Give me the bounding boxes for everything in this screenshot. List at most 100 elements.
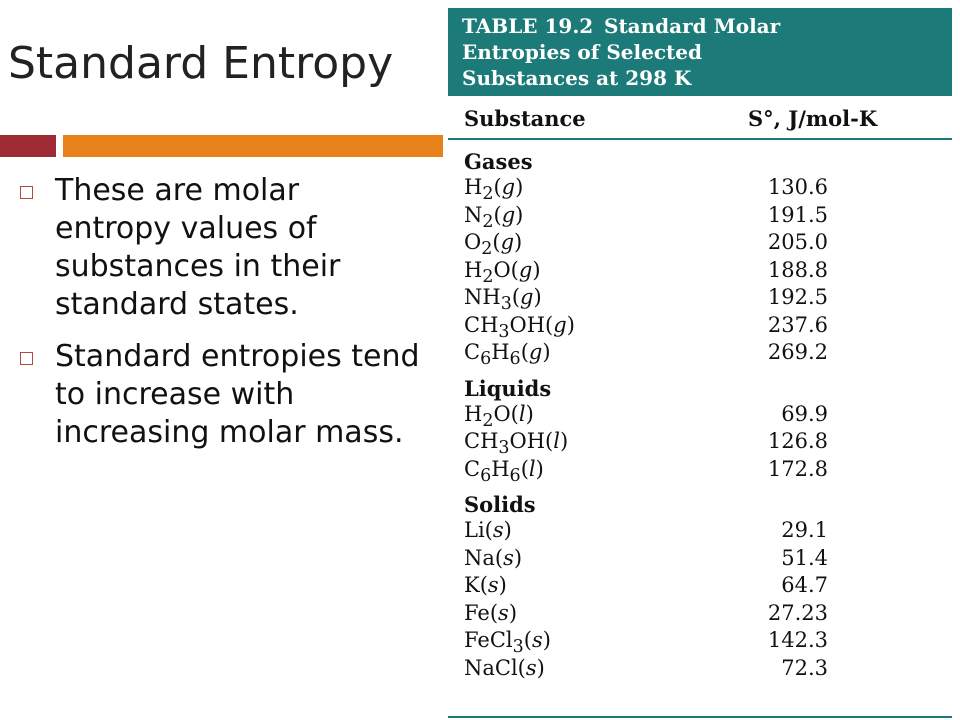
table-title-line-2: Entropies of Selected <box>462 40 702 64</box>
formula-part: ) <box>536 655 545 680</box>
formula-part: C <box>464 456 481 481</box>
entropy-value: 69.9 <box>781 401 828 426</box>
formula-part: ( <box>523 628 532 652</box>
formula-part: 2 <box>482 211 494 232</box>
entropy-value: 142.3 <box>767 628 828 652</box>
bullet-text: These are molar entropy values of substa… <box>55 173 341 322</box>
bullet-item: Standard entropies tend to increase with… <box>0 338 420 452</box>
table-row: FeCl3(s) 142.3 <box>448 627 952 657</box>
substance-formula: O2(g) <box>464 229 522 263</box>
formula-part: C <box>464 340 481 364</box>
formula-part: ) <box>514 230 523 254</box>
formula-part: OH( <box>509 429 554 453</box>
table-row: C6H6(g) 269.2 <box>448 339 952 369</box>
formula-part: FeCl <box>464 628 513 652</box>
formula-part: ) <box>515 175 524 199</box>
substance-formula: H2(g) <box>464 174 523 208</box>
substance-formula: NH3(g) <box>464 284 542 318</box>
formula-part: 2 <box>482 410 494 431</box>
formula-part: OH( <box>509 312 554 337</box>
table-row: C6H6(l) 172.8 <box>448 456 952 486</box>
table-row: NaCl(s) 72.3 <box>448 655 952 683</box>
formula-part: ) <box>498 573 507 597</box>
formula-part: H <box>491 340 510 364</box>
formula-part: NH <box>464 285 501 309</box>
entropy-value: 64.7 <box>781 573 828 597</box>
table-bottom-rule <box>448 716 952 718</box>
formula-part: ) <box>525 401 534 426</box>
formula-part: (l) <box>520 456 544 481</box>
table-section-liquids: Liquids H2O(l) 69.9 CH3OH(l) 126.8 C6H6(l) 172… <box>448 376 952 486</box>
table-row: Fe(s) 27.23 <box>448 600 952 628</box>
substance-formula: H2O(g) <box>464 257 541 291</box>
formula-part: H <box>464 401 483 426</box>
substance-formula: C6H6(g) <box>464 339 551 373</box>
entropy-value: 29.1 <box>781 518 828 542</box>
formula-part: ) <box>532 257 541 282</box>
formula-part: Li( <box>464 518 493 542</box>
formula-part: (g) <box>520 340 551 364</box>
table-title-line-3: Substances at 298 K <box>462 66 692 90</box>
formula-part: 3 <box>512 637 524 658</box>
table-row: H2O(g) 188.8 <box>448 257 952 287</box>
formula-part: ) <box>559 429 569 453</box>
formula-part: ) <box>533 285 542 309</box>
formula-part: ) <box>515 202 524 227</box>
formula-part: ) <box>542 628 551 652</box>
substance-formula: Li(s) <box>464 517 512 544</box>
entropy-value: 191.5 <box>767 202 828 227</box>
substance-formula: NaCl(s) <box>464 655 545 682</box>
bullet-list: These are molar entropy values of substa… <box>0 172 420 466</box>
formula-part: N <box>464 202 483 227</box>
formula-part: s <box>531 628 543 652</box>
formula-part: O <box>464 230 482 254</box>
entropy-value: 27.23 <box>767 600 828 625</box>
formula-part: s <box>503 545 514 570</box>
entropy-value: 130.6 <box>767 175 828 199</box>
table-row: Na(s) 51.4 <box>448 545 952 573</box>
substance-formula: H2O(l) <box>464 401 534 435</box>
entropy-value: 72.3 <box>781 655 828 680</box>
table-row: N2(g) 191.5 <box>448 202 952 232</box>
table-header: TABLE 19.2 Standard Molar Entropies of Se… <box>448 8 952 96</box>
column-headers: Substance S°, J/mol-K <box>448 96 952 140</box>
substance-formula: FeCl3(s) <box>464 627 551 661</box>
accent-bar-red <box>0 135 56 157</box>
formula-part: l <box>553 429 560 453</box>
formula-part: g <box>520 285 534 309</box>
formula-part: CH <box>464 429 499 453</box>
square-bullet-icon <box>20 186 33 199</box>
formula-part: ) <box>508 600 518 625</box>
column-header-substance: Substance <box>464 106 586 131</box>
formula-part: Fe( <box>464 600 499 625</box>
formula-part: ( <box>493 175 502 199</box>
table-title-line-1: Standard Molar <box>604 14 781 38</box>
formula-part: 2 <box>482 184 494 205</box>
formula-part: 6 <box>480 465 492 486</box>
substance-formula: K(s) <box>464 572 507 599</box>
bullet-text: Standard entropies tend to increase with… <box>55 339 420 450</box>
table-section-solids: Solids Li(s) 29.1 Na(s) 51.4 K(s) 64.7 Fe(s) 27.… <box>448 493 952 682</box>
formula-part: 3 <box>498 438 510 459</box>
formula-part: H <box>464 257 483 282</box>
table-row: CH3OH(l) 126.8 <box>448 428 952 459</box>
formula-part: 2 <box>482 266 494 287</box>
entropy-value: 126.8 <box>767 429 828 453</box>
formula-part: ) <box>513 545 523 570</box>
formula-part: g <box>501 202 516 227</box>
slide-title: Standard Entropy <box>8 38 394 89</box>
table-number: TABLE 19.2 <box>462 14 594 38</box>
table-row: H2(g) 130.6 <box>448 174 952 204</box>
square-bullet-icon <box>20 352 33 365</box>
formula-part: ) <box>503 518 512 542</box>
formula-part: l <box>518 401 526 426</box>
formula-part: O( <box>493 257 519 282</box>
accent-bar-orange <box>63 135 443 157</box>
formula-part: H <box>491 456 510 481</box>
column-header-entropy: S°, J/mol-K <box>748 106 878 131</box>
formula-part: 6 <box>480 349 492 370</box>
section-label: Solids <box>464 492 536 517</box>
formula-part: ( <box>492 230 501 254</box>
formula-part: s <box>487 573 499 597</box>
formula-part: s <box>498 600 509 625</box>
